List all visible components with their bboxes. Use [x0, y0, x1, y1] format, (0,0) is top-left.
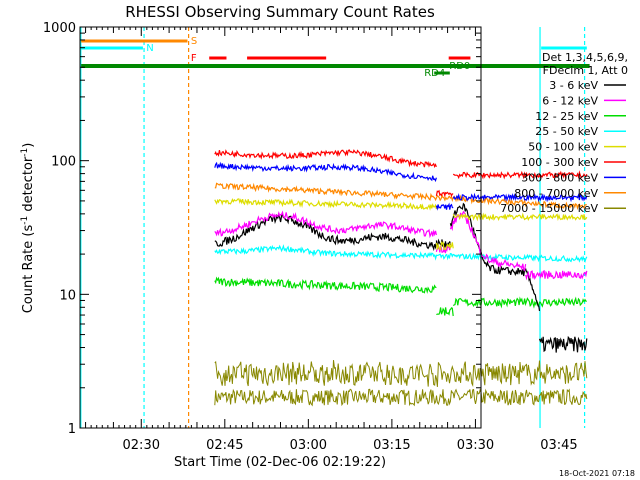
- plot-area: S N F RD0 RD4: [80, 27, 590, 428]
- series-line: [214, 198, 437, 211]
- series-line: [214, 149, 437, 169]
- series-line: [214, 161, 437, 183]
- series-line: [214, 212, 437, 252]
- legend-entry-label: 3 - 6 keV: [549, 79, 598, 92]
- legend-entry-label: 6 - 12 keV: [542, 94, 598, 107]
- flag-label-rd4: RD4: [424, 68, 445, 79]
- series-line: [452, 296, 587, 309]
- y-tick-label: 1: [68, 422, 76, 437]
- flag-label-n: N: [146, 43, 153, 54]
- legend: Det 1,3,4,5,6,9,FDecim 1, Att 0 3 - 6 keV…: [500, 51, 628, 215]
- x-tick-label: 03:30: [457, 438, 494, 453]
- series-line: [214, 244, 588, 263]
- y-axis-label-sup-2: -1: [20, 148, 30, 157]
- series-line: [214, 210, 437, 239]
- series-line: [538, 335, 588, 353]
- series-line: [214, 388, 588, 407]
- legend-entry-label: 50 - 100 keV: [528, 141, 598, 154]
- series-line: [214, 182, 587, 211]
- series-line: [435, 244, 451, 254]
- x-tick-label: 03:15: [373, 438, 410, 453]
- x-tick-label: 03:45: [540, 438, 577, 453]
- series-line: [452, 212, 588, 222]
- legend-entry-label: 12 - 25 keV: [535, 110, 598, 123]
- x-tick-label: 03:00: [290, 438, 327, 453]
- series-line: [214, 360, 588, 387]
- series-line: [452, 192, 588, 203]
- series-line: [452, 170, 588, 180]
- x-tick-label: 02:30: [123, 438, 160, 453]
- legend-entry-label: 7000 - 15000 keV: [500, 202, 598, 215]
- y-tick-label: 100: [51, 155, 76, 170]
- legend-entry-label: 25 - 50 keV: [535, 125, 598, 138]
- flag-label-s: S: [191, 36, 197, 47]
- legend-header: FDecim 1, Att 0: [543, 64, 628, 77]
- y-tick-label: 10: [59, 288, 76, 303]
- chart-title: RHESSI Observing Summary Count Rates: [125, 3, 435, 21]
- series-line: [435, 202, 454, 211]
- legend-entry-label: 100 - 300 keV: [521, 156, 598, 169]
- legend-entry-label: 300 - 800 keV: [521, 171, 598, 184]
- series-line: [435, 240, 454, 251]
- y-axis-label-sup: -1: [20, 216, 30, 225]
- plot-frame: [79, 26, 482, 429]
- series-line: [449, 202, 526, 277]
- flag-label-f: F: [191, 53, 197, 64]
- x-tick-label: 02:45: [206, 438, 243, 453]
- y-axis-label-tail: detector: [21, 156, 36, 216]
- y-axis-label-end: ): [21, 143, 36, 148]
- y-axis: 1 10 100 1000: [43, 21, 481, 437]
- y-axis-label: Count Rate (s-1 detector-1): [20, 143, 36, 314]
- legend-entry-label: 800 - 7000 keV: [514, 187, 598, 200]
- timestamp: 18-Oct-2021 07:18: [559, 469, 635, 478]
- series-line: [449, 210, 527, 272]
- legend-header: Det 1,3,4,5,6,9,: [542, 51, 628, 64]
- series-line: [525, 269, 588, 281]
- y-tick-label: 1000: [43, 21, 76, 36]
- series-line: [436, 307, 454, 317]
- x-axis-label: Start Time (02-Dec-06 02:19:22): [174, 455, 386, 470]
- y-axis-label-main: Count Rate (s: [21, 225, 36, 314]
- series-line: [214, 276, 437, 294]
- series-line: [435, 189, 454, 198]
- flag-label-rd0: RD0: [449, 61, 470, 72]
- x-axis: 02:30 02:45 03:00 03:15 03:30 03:45: [85, 27, 578, 453]
